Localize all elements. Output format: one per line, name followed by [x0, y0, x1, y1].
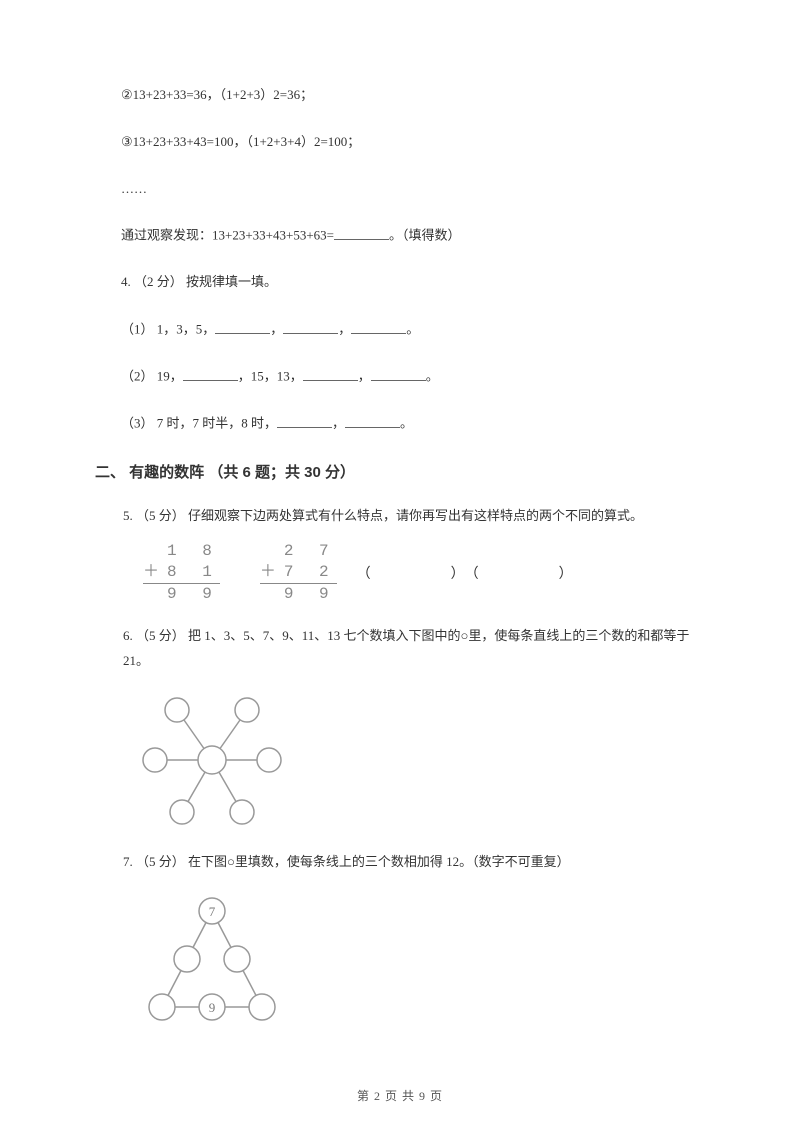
add2-sum: 9 9	[284, 585, 337, 603]
q4-sub1: （1） 1，3，5，，，。	[95, 319, 705, 340]
q5-figures: 1 8 ＋8 1 9 9 2 7 ＋7 2 9 9 （） （）	[123, 541, 705, 604]
q6-diagram	[137, 690, 705, 830]
blank[interactable]	[345, 413, 400, 427]
conclusion-pre: 通过观察发现：13+23+33+43+53+63=	[121, 228, 334, 243]
add1-mid: 8 1	[167, 563, 220, 581]
q4-s2-pre: （2） 19，	[121, 369, 183, 384]
addition-1: 1 8 ＋8 1 9 9	[143, 541, 220, 604]
blank[interactable]	[303, 366, 358, 380]
q7-diagram: 7 9	[137, 889, 705, 1029]
pattern-line-3: ③13+23+33+43=100，（1+2+3+4）2=100；	[95, 132, 705, 153]
conclusion-post: 。（填得数）	[389, 228, 461, 243]
q4-head: 4. （2 分） 按规律填一填。	[95, 272, 705, 293]
blank-answer[interactable]	[334, 225, 389, 239]
q4-s2-mid: ，15，13，	[238, 369, 303, 384]
blank[interactable]	[283, 319, 338, 333]
q6-text: 6. （5 分） 把 1、3、5、7、9、11、13 七个数填入下图中的○里，使…	[123, 624, 705, 673]
pattern-ellipsis: ……	[95, 179, 705, 200]
answer-paren-1[interactable]: （）	[357, 563, 465, 583]
blank[interactable]	[183, 366, 238, 380]
page-footer: 第 2 页 共 9 页	[0, 1087, 800, 1104]
q4-s3-pre: （3） 7 时，7 时半，8 时，	[121, 416, 277, 431]
answer-paren-2[interactable]: （）	[465, 563, 573, 583]
q5-head: 5. （5 分） 仔细观察下边两处算式有什么特点，请你再写出有这样特点的两个不同…	[123, 504, 705, 527]
blank[interactable]	[277, 413, 332, 427]
blank[interactable]	[215, 319, 270, 333]
q7-top-val: 7	[209, 904, 216, 919]
q4-sub2: （2） 19，，15，13，，。	[95, 366, 705, 387]
q4-sub3: （3） 7 时，7 时半，8 时，，。	[95, 413, 705, 434]
q7-bottom-val: 9	[209, 1000, 216, 1015]
add1-top: 1 8	[167, 542, 220, 560]
pattern-line-2: ②13+23+33=36，（1+2+3）2=36；	[95, 85, 705, 106]
pattern-conclusion: 通过观察发现：13+23+33+43+53+63= 。（填得数）	[95, 225, 705, 246]
add2-top: 2 7	[284, 542, 337, 560]
addition-2: 2 7 ＋7 2 9 9	[260, 541, 337, 604]
blank[interactable]	[351, 319, 406, 333]
q4-s1-pre: （1） 1，3，5，	[121, 322, 215, 337]
section-2-title: 二、 有趣的数阵 （共 6 题；共 30 分）	[95, 461, 705, 482]
q7-head: 7. （5 分） 在下图○里填数，使每条线上的三个数相加得 12。（数字不可重复…	[123, 850, 705, 873]
blank[interactable]	[371, 366, 426, 380]
add2-mid: 7 2	[284, 563, 337, 581]
add1-sum: 9 9	[167, 585, 220, 603]
